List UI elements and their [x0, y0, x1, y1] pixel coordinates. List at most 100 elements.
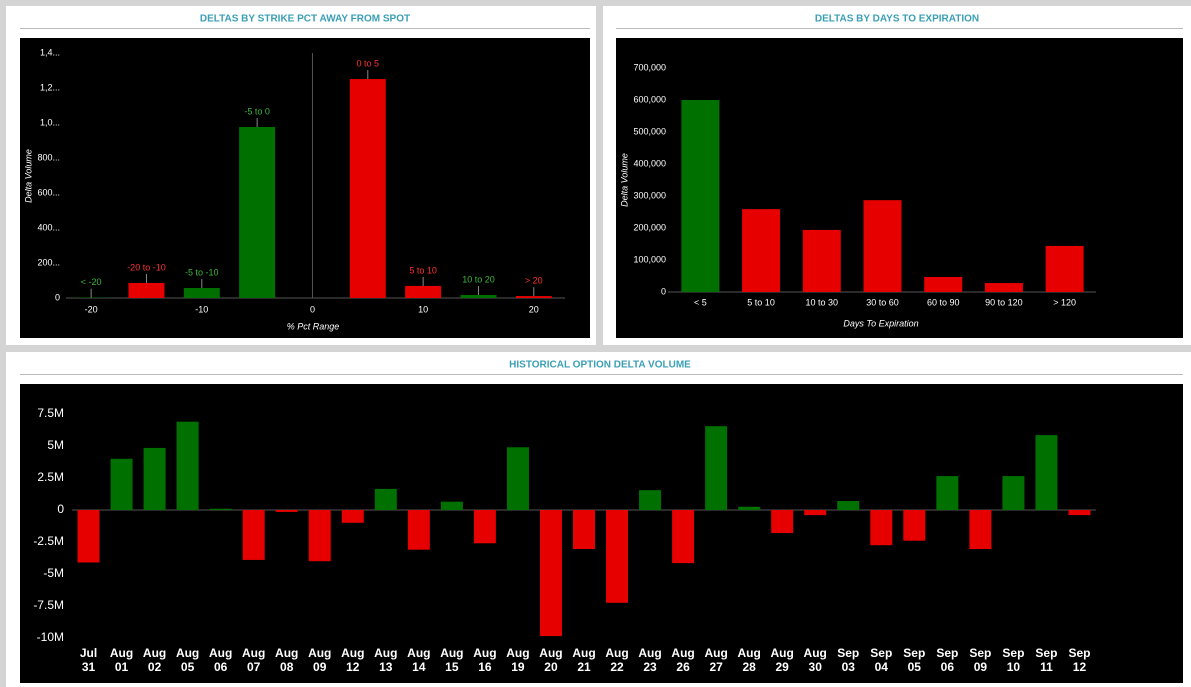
bar — [903, 510, 926, 541]
bar — [239, 127, 276, 299]
bar — [924, 276, 963, 292]
y-tick-label: 0 — [661, 286, 666, 296]
x-axis-label: % Pct Range — [287, 321, 340, 331]
bar — [936, 476, 959, 510]
x-tick-label: < 5 — [694, 297, 707, 307]
bar — [1045, 245, 1084, 292]
x-tick-label: Aug 07 — [242, 646, 266, 674]
bar — [802, 229, 841, 292]
bar — [837, 501, 860, 510]
bar — [1002, 476, 1025, 510]
x-tick-label: Aug 19 — [506, 646, 530, 674]
x-tick-label: 20 — [529, 304, 539, 314]
bar — [539, 510, 562, 637]
x-tick-label: 0 — [310, 304, 315, 314]
y-tick-label: 500,000 — [633, 126, 666, 136]
x-tick-label: Aug 26 — [671, 646, 695, 674]
x-tick-label: 10 to 30 — [806, 297, 839, 307]
bar — [407, 510, 430, 550]
chart-title: HISTORICAL OPTION DELTA VOLUME — [509, 360, 691, 371]
y-tick-label: 300,000 — [633, 190, 666, 200]
x-tick-label: -20 — [85, 304, 98, 314]
x-tick-label: Aug 12 — [341, 646, 365, 674]
bar-label: -5 to -10 — [185, 267, 219, 277]
y-tick-label: -2.5M — [33, 534, 64, 548]
bar — [681, 100, 720, 292]
bar — [984, 283, 1023, 292]
x-tick-label: Aug 09 — [308, 646, 332, 674]
bar — [639, 490, 662, 510]
y-tick-label: 0 — [55, 292, 60, 302]
bar — [460, 295, 497, 298]
bar — [128, 282, 165, 298]
bar — [771, 510, 794, 534]
x-tick-label: 5 to 10 — [747, 297, 775, 307]
bar — [405, 285, 442, 298]
x-tick-label: 10 — [418, 304, 428, 314]
y-tick-label: 200... — [37, 257, 60, 267]
bar — [473, 510, 496, 544]
x-tick-label: Sep 05 — [903, 646, 926, 674]
y-tick-label: -7.5M — [33, 598, 64, 612]
y-tick-label: 400... — [37, 222, 60, 232]
y-tick-label: 0 — [57, 502, 64, 516]
x-tick-label: Aug 27 — [704, 646, 728, 674]
x-tick-label: 30 to 60 — [866, 297, 899, 307]
y-axis-label: Delta Volume — [619, 153, 629, 207]
x-axis-label: Days To Expiration — [843, 318, 918, 328]
x-tick-label: Aug 23 — [638, 646, 662, 674]
bar-label: < -20 — [81, 277, 102, 287]
bar — [705, 426, 728, 510]
x-tick-label: Aug 28 — [737, 646, 761, 674]
y-tick-label: 700,000 — [633, 62, 666, 72]
bar — [1068, 510, 1091, 516]
x-tick-label: Sep 03 — [837, 646, 860, 674]
bar — [506, 447, 529, 510]
bar — [863, 200, 902, 292]
x-tick-label: 60 to 90 — [927, 297, 960, 307]
x-tick-label: > 120 — [1053, 297, 1076, 307]
y-tick-label: 7.5M — [37, 406, 64, 420]
x-tick-label: 90 to 120 — [985, 297, 1023, 307]
bar — [143, 447, 166, 510]
bar — [209, 508, 232, 510]
bar-label: -20 to -10 — [127, 262, 166, 272]
plot-bg — [20, 38, 590, 338]
bar — [349, 79, 386, 298]
x-tick-label: Aug 21 — [572, 646, 596, 674]
bar — [672, 510, 695, 564]
x-tick-label: Aug 06 — [208, 646, 233, 674]
x-tick-label: Aug 29 — [770, 646, 794, 674]
bar — [110, 458, 133, 510]
x-tick-label: Sep 12 — [1068, 646, 1091, 674]
chart-title: DELTAS BY STRIKE PCT AWAY FROM SPOT — [200, 14, 410, 25]
bar — [341, 510, 364, 523]
y-tick-label: 200,000 — [633, 222, 666, 232]
bar — [242, 510, 265, 560]
bar — [77, 510, 100, 563]
y-tick-label: 5M — [47, 438, 64, 452]
bar — [573, 510, 595, 550]
x-tick-label: Aug 20 — [539, 646, 563, 674]
bar — [176, 421, 199, 510]
y-tick-label: 800... — [37, 152, 60, 162]
bar-label: -5 to 0 — [244, 106, 270, 116]
x-tick-label: Aug 14 — [407, 646, 431, 674]
y-tick-label: 1,2... — [40, 82, 60, 92]
y-tick-label: 400,000 — [633, 158, 666, 168]
bar — [275, 510, 298, 512]
bar-label: 10 to 20 — [462, 274, 495, 284]
bar-label: 0 to 5 — [357, 58, 380, 68]
bar — [969, 510, 992, 550]
bar-label: > 20 — [525, 275, 543, 285]
x-tick-label: Aug 05 — [175, 646, 200, 674]
bar — [742, 209, 781, 292]
x-tick-label: Aug 13 — [374, 646, 398, 674]
chart-title: DELTAS BY DAYS TO EXPIRATION — [815, 14, 979, 25]
x-tick-label: Aug 16 — [473, 646, 497, 674]
x-tick-label: -10 — [195, 304, 208, 314]
y-tick-label: -10M — [37, 630, 64, 644]
bar — [870, 510, 893, 546]
x-tick-label: Sep 06 — [936, 646, 959, 674]
y-axis-label: Delta Volume — [23, 149, 33, 203]
